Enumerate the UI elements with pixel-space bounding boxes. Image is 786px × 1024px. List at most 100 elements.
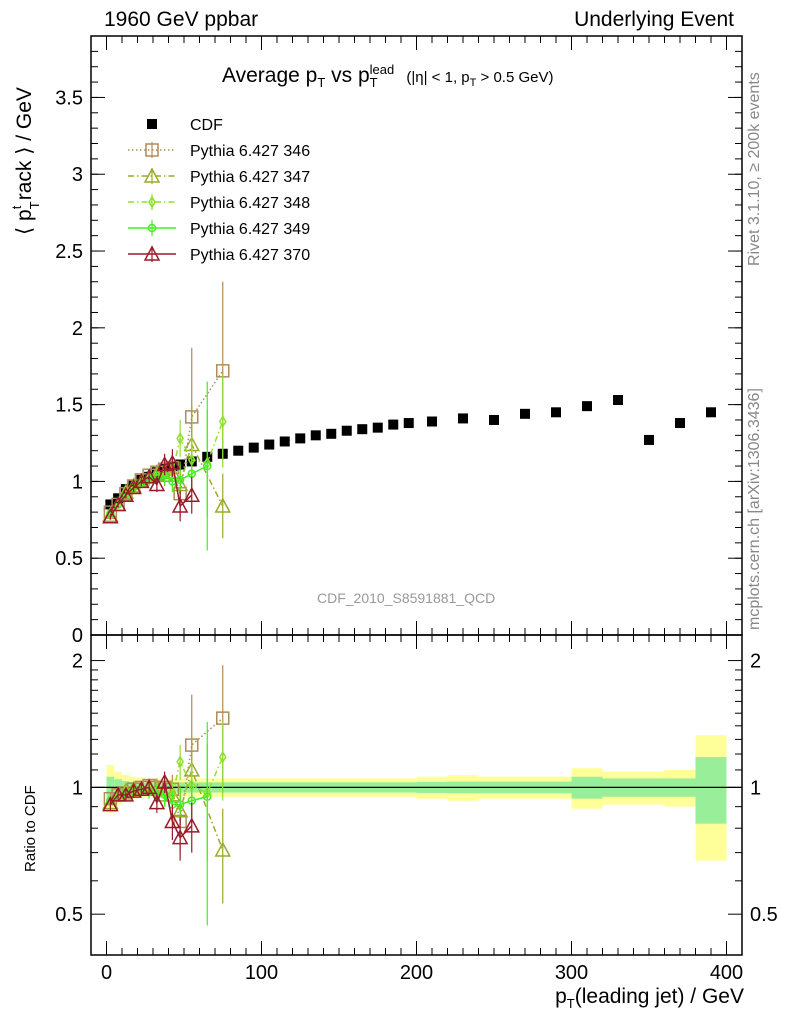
legend-label: Pythia 6.427 370 <box>190 247 310 264</box>
data-point <box>203 792 212 802</box>
y-tick-label-right: 0.5 <box>750 904 778 926</box>
x-axis-label: pT(leading jet) / GeV <box>555 985 744 1011</box>
data-point <box>117 786 135 802</box>
data-point <box>372 422 383 433</box>
y-label-sup: t <box>9 205 24 210</box>
data-point <box>148 475 166 492</box>
y-tick-label-right: 1 <box>750 777 761 799</box>
legend: CDF Pythia 6.427 346 Pythia 6.427 347 Pythi… <box>128 117 310 264</box>
data-point <box>489 414 499 425</box>
x-label-sub: T <box>566 996 575 1012</box>
data-point <box>156 773 173 789</box>
x-tick-label: 200 <box>400 962 433 984</box>
data-point <box>706 407 716 418</box>
plot-title-sub-t2: T <box>370 75 378 90</box>
y-tick-label-right: 2 <box>750 651 761 673</box>
x-tick-label: 400 <box>710 962 743 984</box>
series-p346 <box>103 281 230 519</box>
legend-label: Pythia 6.427 348 <box>190 195 310 212</box>
plot-title-cond-end: > 0.5 GeV) <box>476 69 554 86</box>
y-tick-label: 0.5 <box>55 904 83 926</box>
data-point <box>164 812 181 829</box>
data-point <box>171 497 189 513</box>
legend-marker <box>147 223 157 233</box>
data-point <box>175 800 185 809</box>
y-tick-label: 2.5 <box>55 241 83 263</box>
data-point <box>295 433 306 444</box>
data-point <box>140 778 158 795</box>
y-label-rest: rack ⟩ / GeV <box>13 87 36 201</box>
plot-title-main: Average p <box>222 64 318 87</box>
data-point <box>403 418 414 429</box>
y-label-open: ⟨ p <box>13 209 36 235</box>
x-tick-label: 0 <box>101 962 112 984</box>
plot-title: Average pT vs pTlead (|η| < 1, pT > 0.5 … <box>222 62 553 90</box>
data-point <box>102 508 119 524</box>
plot-title-sub-t: T <box>317 75 326 91</box>
data-point <box>105 499 116 510</box>
y-label-sub: T <box>27 201 42 210</box>
plot-title-cond: (|η| < 1, pT > 0.5 GeV) <box>402 69 554 89</box>
data-point <box>183 817 201 833</box>
data-point <box>427 416 437 427</box>
y-tick-label: 2 <box>72 651 83 673</box>
y-tick-label: 1 <box>72 471 83 493</box>
data-point <box>233 445 244 456</box>
plot-title-vs: vs p <box>325 64 370 87</box>
plot-title-sup-lead: lead <box>369 62 395 77</box>
data-point <box>388 419 399 430</box>
data-point <box>176 755 184 769</box>
data-point <box>326 428 337 439</box>
plot-title-cond-text: (|η| < 1, p <box>406 69 470 86</box>
legend-marker <box>147 119 157 129</box>
y-axis-label-ratio: Ratio to CDF <box>22 785 39 872</box>
y-tick-label: 3 <box>72 164 83 186</box>
data-point <box>218 750 227 764</box>
data-point <box>171 828 189 845</box>
y-tick-label: 3.5 <box>55 87 83 109</box>
legend-label: Pythia 6.427 347 <box>190 169 310 186</box>
series-CDF <box>105 395 716 510</box>
legend-label: CDF <box>190 117 223 134</box>
y-tick-label: 0 <box>72 625 83 647</box>
data-point <box>183 486 201 502</box>
data-point <box>164 454 181 470</box>
ratio-panel-series <box>102 665 232 926</box>
data-point <box>214 497 232 513</box>
data-point <box>675 418 685 429</box>
y-tick-label: 0.5 <box>55 548 83 570</box>
legend-label: Pythia 6.427 346 <box>190 143 310 160</box>
data-point <box>310 430 321 441</box>
legend-marker <box>143 167 161 183</box>
series-line <box>109 462 193 518</box>
plot-title-sub-t2-text: T <box>369 75 378 91</box>
mcplots-label: mcplots.cern.ch [arXiv:1306.3436] <box>746 388 763 630</box>
data-point <box>148 794 166 810</box>
y-tick-label: 1.5 <box>55 395 83 417</box>
series-p370 <box>102 449 201 524</box>
ratio-panel-frame: 0.5 0.5 1 1 2 2 0 100 200 300 400 <box>55 634 778 984</box>
data-point <box>140 468 158 484</box>
x-label-p: p <box>555 985 567 1008</box>
data-point <box>175 475 185 485</box>
data-point <box>279 436 290 447</box>
analysis-watermark: CDF_2010_S8591881_QCD <box>317 590 496 606</box>
panel-border <box>90 35 743 636</box>
series-p347 <box>102 736 232 904</box>
data-point <box>176 431 184 445</box>
ratio-band-inner <box>695 757 727 824</box>
data-point <box>203 461 212 471</box>
x-tick-label: 300 <box>555 962 588 984</box>
legend-marker <box>148 195 156 209</box>
header-left: 1960 GeV ppbar <box>104 8 259 31</box>
legend-marker <box>145 143 159 157</box>
data-point <box>109 495 127 512</box>
main-panel-series <box>102 281 716 551</box>
legend-marker <box>143 245 161 261</box>
y-tick-label: 1 <box>72 777 83 799</box>
x-tick-label: 100 <box>245 962 278 984</box>
data-point <box>248 442 259 453</box>
